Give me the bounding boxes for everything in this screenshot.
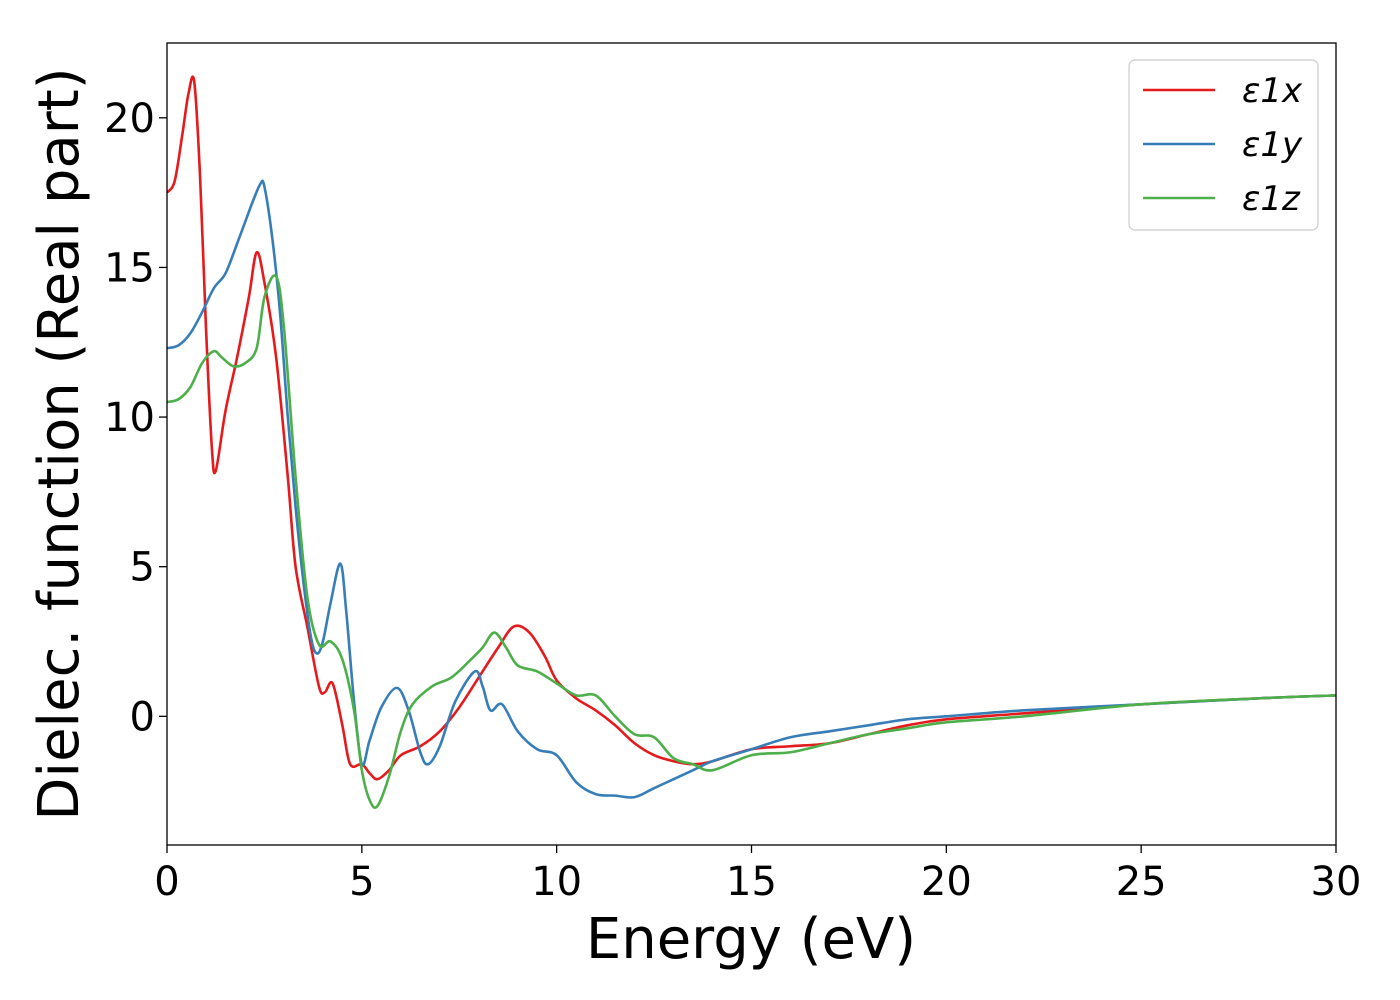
legend: ε1x ε1y ε1z [1128,59,1319,231]
x-axis-label: Energy (eV) [586,907,916,972]
x-tick-label: 5 [349,859,374,905]
y-tick-label: 0 [130,694,155,740]
legend-label-1: ε1x [1242,71,1303,111]
series-line-3 [167,274,1336,809]
legend-label-2: ε1y [1242,125,1303,165]
x-tick-label: 20 [921,859,972,905]
y-axis-ticks: 0 5 10 15 20 [104,96,167,740]
y-tick-label: 10 [104,395,155,441]
series-line-2 [167,179,1336,799]
y-axis-label: Dielec. function (Real part) [27,67,92,820]
series-line-1 [167,75,1336,781]
x-tick-label: 25 [1116,859,1167,905]
y-tick-label: 15 [104,245,155,291]
y-tick-label: 20 [104,96,155,142]
x-tick-label: 30 [1311,859,1362,905]
x-tick-label: 15 [726,859,777,905]
legend-box [1128,59,1319,231]
x-tick-label: 10 [531,859,582,905]
legend-label-3: ε1z [1242,179,1301,219]
series-layer [167,75,1336,809]
x-tick-label: 0 [154,859,179,905]
y-tick-label: 5 [130,545,155,591]
x-axis-ticks: 0 5 10 15 20 25 30 [154,845,1361,905]
